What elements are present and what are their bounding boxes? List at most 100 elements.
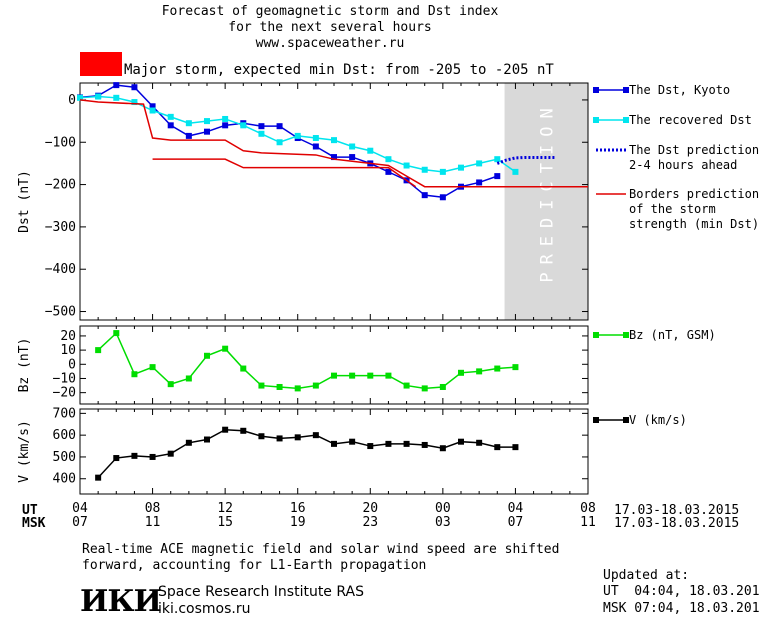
panel-frame (79, 408, 589, 495)
data-point (403, 440, 410, 447)
series-line (79, 84, 498, 199)
data-point (294, 385, 301, 392)
data-point (204, 352, 210, 359)
y-tick-label: −100 (45, 135, 76, 150)
ut-tick-label: 04 (72, 501, 88, 516)
data-point (476, 160, 483, 167)
data-point (458, 369, 464, 376)
data-point (167, 122, 174, 129)
data-point (439, 383, 446, 390)
data-point (349, 372, 356, 379)
data-point (131, 452, 138, 459)
data-point (385, 440, 392, 447)
msk-tick-label: 19 (290, 515, 306, 530)
series-line (97, 428, 516, 479)
data-point (95, 474, 102, 481)
data-point (349, 154, 356, 161)
data-point (222, 122, 229, 129)
data-point (312, 143, 319, 150)
legend-label: of the storm (629, 202, 716, 216)
legend-label: The Dst prediction (629, 143, 759, 157)
legend-label: The Dst, Kyoto (629, 83, 730, 97)
updated-msk: MSK 07:04, 18.03.2015 (603, 601, 760, 616)
data-point (276, 123, 283, 130)
data-point (294, 132, 301, 139)
data-point (167, 450, 174, 457)
data-point (167, 381, 174, 388)
data-point (367, 372, 374, 379)
legend-label: The recovered Dst (629, 113, 752, 127)
prediction-region (504, 83, 588, 320)
series-line (79, 99, 588, 188)
legend-label: 2-4 hours ahead (629, 158, 737, 172)
legend-marker (623, 417, 629, 423)
msk-tick-label: 07 (72, 515, 88, 530)
y-axis-label: Bz (nT) (17, 338, 32, 393)
ut-tick-label: 08 (145, 501, 161, 516)
data-point (276, 383, 283, 390)
legend-label: strength (min Dst) (629, 217, 759, 231)
y-tick-label: 10 (60, 343, 76, 358)
msk-tick-label: 03 (435, 515, 451, 530)
ut-tick-label: 04 (508, 501, 524, 516)
legend-label: Borders prediction (629, 187, 759, 201)
msk-date-range: 17.03-18.03.2015 (614, 516, 740, 531)
data-point (385, 156, 392, 163)
data-point (439, 445, 446, 452)
data-point (421, 385, 428, 392)
data-point (131, 84, 138, 91)
data-point (403, 382, 410, 389)
data-point (149, 107, 156, 114)
data-point (331, 137, 337, 144)
data-point (113, 330, 120, 337)
iki-logo: ИКИ (80, 584, 162, 619)
y-tick-label: 0 (68, 93, 76, 108)
data-point (240, 427, 247, 434)
institute-name: Space Research Institute RAS (158, 584, 364, 600)
data-point (185, 120, 192, 127)
ut-date-range: 17.03-18.03.2015 (614, 503, 740, 518)
data-point (494, 444, 501, 451)
data-point (113, 455, 120, 462)
msk-tick-label: 11 (145, 515, 161, 530)
data-point (276, 435, 283, 442)
data-point (258, 123, 265, 130)
ut-tick-label: 12 (217, 501, 233, 516)
data-point (204, 118, 210, 125)
data-point (312, 432, 319, 439)
y-tick-label: −300 (45, 220, 76, 235)
data-point (276, 139, 283, 146)
y-tick-label: 20 (60, 329, 76, 344)
data-point (113, 82, 120, 89)
y-tick-label: −200 (45, 178, 76, 193)
y-axis-label: Dst (nT) (17, 170, 32, 233)
data-point (312, 382, 319, 389)
msk-tick-label: 15 (217, 515, 233, 530)
y-tick-label: −500 (45, 305, 76, 320)
msk-axis-label: MSK (22, 516, 46, 531)
data-point (185, 132, 192, 139)
series-line (496, 155, 556, 165)
data-point (294, 434, 301, 441)
legend-marker (593, 332, 599, 338)
y-tick-label: −400 (45, 262, 76, 277)
data-point (349, 438, 356, 445)
data-point (222, 426, 229, 433)
legend-marker (623, 332, 629, 338)
msk-tick-label: 07 (508, 515, 524, 530)
data-point (149, 453, 156, 460)
data-point (385, 168, 392, 175)
y-tick-label: 500 (53, 450, 76, 465)
data-point (149, 364, 156, 371)
ut-tick-label: 20 (362, 501, 378, 516)
data-point (512, 364, 519, 371)
panel-frame (79, 325, 589, 405)
data-point (476, 439, 483, 446)
data-point (258, 433, 265, 440)
updated-label: Updated at: (603, 568, 690, 583)
series-line (152, 158, 417, 188)
legend-marker (623, 117, 629, 123)
msk-tick-label: 23 (362, 515, 378, 530)
